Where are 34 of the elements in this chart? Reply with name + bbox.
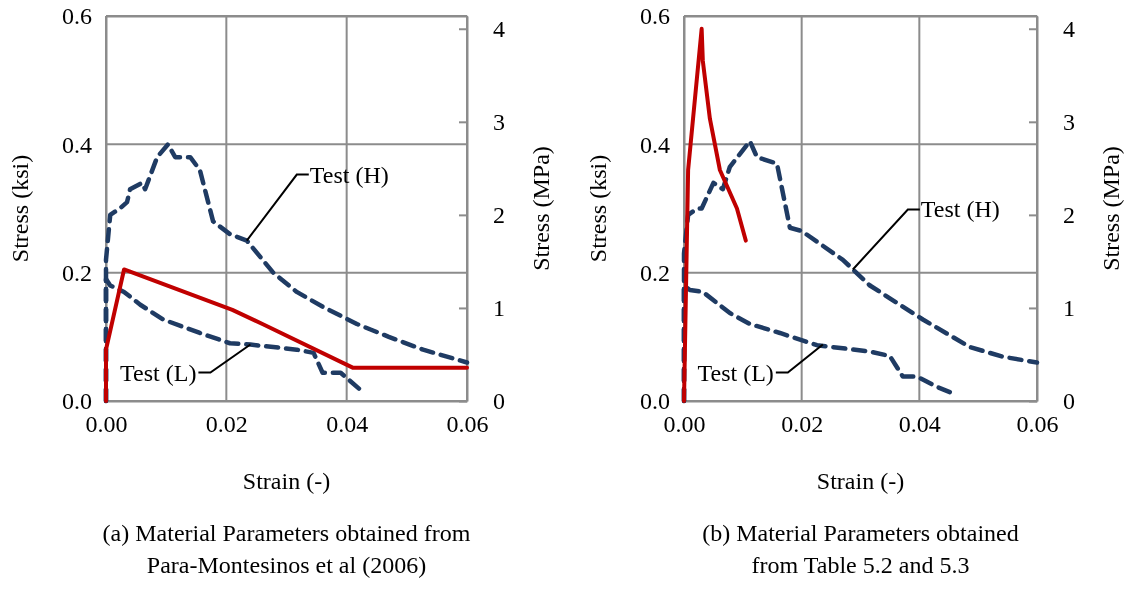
x-tick-label: 0.06 (446, 411, 489, 438)
x-tick-label: 0.02 (205, 411, 248, 438)
x-tick-label: 0.04 (898, 411, 941, 438)
annotation: Test (L) (697, 359, 774, 386)
y-tick-label: 0.6 (640, 3, 670, 30)
y-axis-title: Stress (ksi) (7, 154, 33, 263)
annotation: Test (L) (120, 359, 197, 386)
y2-tick-label: 3 (493, 108, 505, 135)
x-tick-label: 0.02 (781, 411, 824, 438)
y2-tick-label: 2 (1063, 202, 1075, 229)
y2-tick-label: 2 (493, 202, 505, 229)
text: (a) Material Parameters obtained from Para-Montesinos et al (2006) (102, 520, 471, 578)
y-tick-label: 0.2 (640, 259, 670, 286)
y2-tick-label: 3 (1063, 108, 1075, 135)
y2-tick-label: 4 (1063, 15, 1075, 42)
y2-tick-label: 1 (1063, 295, 1075, 322)
y2-axis-title: Stress (MPa) (528, 146, 554, 271)
annotation: Test (H) (920, 196, 1000, 223)
annotation: Test (H) (309, 161, 389, 188)
y-axis-title: Stress (ksi) (585, 154, 611, 263)
y2-axis-title: Stress (MPa) (1098, 146, 1124, 271)
y-tick-label: 0.2 (62, 259, 92, 286)
text: (b) Material Parameters obtained from Table 5.2 and 5.3 (702, 520, 1019, 578)
x-axis-title: Strain (-) (242, 468, 331, 494)
x-tick-label: 0.06 (1016, 411, 1059, 438)
x-axis-title: Strain (-) (816, 468, 905, 494)
y2-tick-label: 1 (493, 295, 505, 322)
x-tick-label: 0.04 (326, 411, 369, 438)
y-tick-label: 0.4 (640, 131, 670, 158)
y2-tick-label: 4 (493, 15, 505, 42)
y2-tick-label: 0 (493, 388, 505, 415)
y-tick-label: 0.4 (62, 131, 92, 158)
y-tick-label: 0.6 (62, 3, 92, 30)
y2-tick-label: 0 (1063, 388, 1075, 415)
